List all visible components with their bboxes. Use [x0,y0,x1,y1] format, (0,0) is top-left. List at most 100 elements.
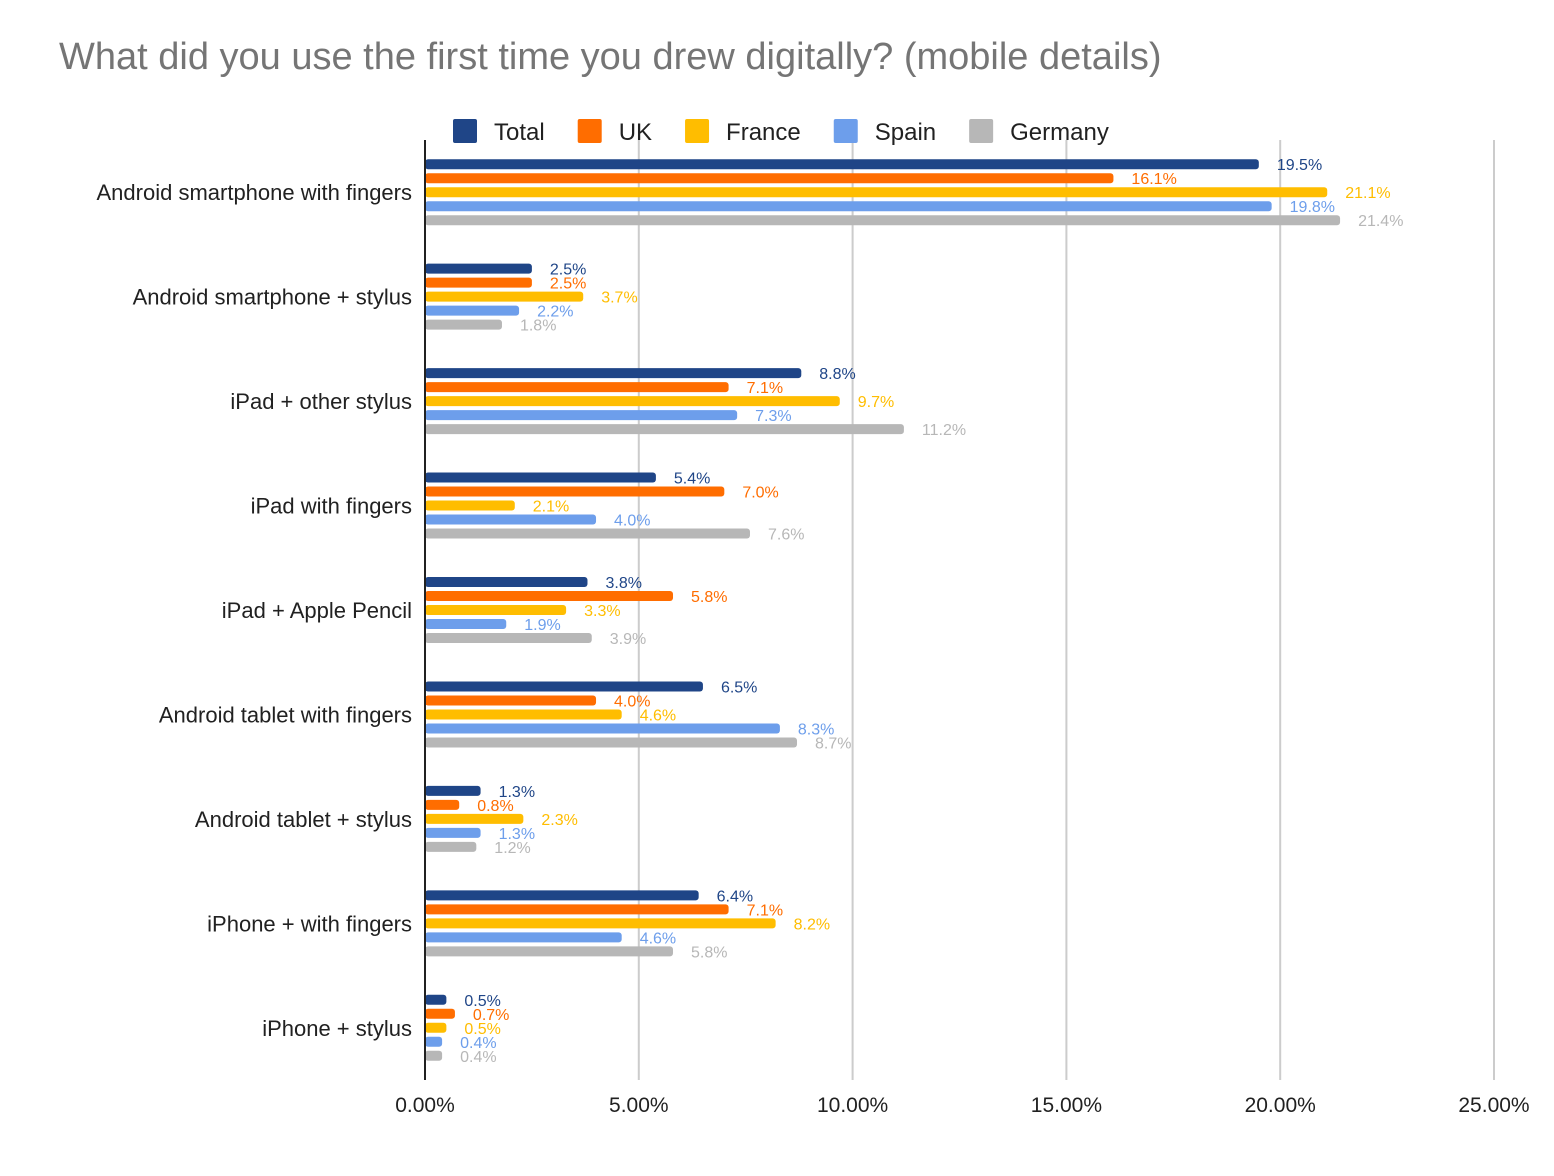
bar [425,904,729,915]
data-label: 5.8% [691,944,727,961]
data-label: 1.9% [524,617,560,634]
category-label: iPad + other stylus [230,389,412,414]
bar [425,681,703,692]
bar [425,263,532,274]
bar [425,424,904,435]
x-tick-label: 0.00% [395,1094,455,1117]
axes: 0.00% 5.00% 10.00% 15.00% 20.00% 25.00% Androi… [97,140,1530,1117]
bar [425,932,622,943]
legend-swatch [969,119,994,143]
bar [425,890,699,901]
bar [425,215,1341,226]
bar [425,695,597,706]
data-label: 0.7% [473,1007,509,1024]
data-label: 3.9% [610,631,646,648]
x-tick-label: 10.00% [817,1094,888,1117]
bar [425,500,515,511]
data-label: 7.6% [768,527,804,544]
bar [425,633,592,643]
data-label: 0.4% [460,1035,496,1052]
data-label: 19.8% [1290,199,1335,216]
bar [425,591,674,601]
bar [425,709,622,720]
data-label: 4.6% [640,707,676,724]
legend-swatch [577,119,602,143]
data-label: 7.3% [755,408,791,425]
data-label: 4.6% [640,930,676,947]
category-label: Android smartphone + stylus [133,285,412,310]
legend-swatch [453,119,477,143]
data-label: 3.8% [605,575,641,592]
category-label: iPad with fingers [251,494,412,519]
bar [425,291,584,302]
bar [425,785,481,796]
data-label: 11.2% [922,422,966,439]
legend-swatch [685,119,710,143]
bar [425,918,776,929]
data-label: 19.5% [1277,157,1322,174]
data-label: 0.4% [460,1049,496,1066]
x-tick-label: 5.00% [609,1094,669,1117]
category-label: Android tablet with fingers [159,702,412,727]
bar [425,813,524,824]
grid-lines [637,140,1495,1080]
x-tick-label: 20.00% [1245,1094,1316,1117]
data-label: 1.8% [520,318,556,335]
data-label: 8.7% [815,735,851,752]
bar [425,159,1259,170]
data-label: 3.3% [584,603,620,620]
x-tick-label: 25.00% [1458,1094,1529,1117]
data-label: 21.4% [1358,213,1403,230]
data-label: 7.0% [742,485,778,502]
category-label: iPad + Apple Pencil [222,598,412,623]
legend-label: Germany [1010,119,1109,146]
data-label: 8.8% [819,366,855,383]
bar [425,382,729,393]
bar [425,319,502,330]
data-label: 1.3% [499,784,535,801]
data-label: 1.2% [494,840,530,857]
data-label: 0.5% [464,993,500,1010]
bar [425,528,750,539]
bar [425,737,798,748]
bar [425,368,802,379]
legend-label: UK [619,119,652,146]
bar [425,577,588,587]
data-label: 1.3% [499,826,535,843]
category-label: iPhone + stylus [262,1016,412,1041]
data-label: 8.3% [798,721,834,738]
data-label: 2.5% [550,276,586,293]
legend-label: Total [494,119,545,146]
bar [425,277,532,288]
category-label: Android tablet + stylus [195,807,412,832]
data-label: 4.0% [614,513,650,530]
bar [425,486,725,497]
data-label: 5.4% [674,471,710,488]
bar [425,841,477,852]
category-label: iPhone + with fingers [207,911,412,936]
bar [425,723,780,734]
bar [425,1008,455,1019]
bar [425,396,840,407]
data-label: 7.1% [747,380,783,397]
data-label: 2.3% [541,812,577,829]
data-label: 16.1% [1131,171,1176,188]
bar [425,946,674,957]
bar [425,1036,443,1047]
bar [425,305,520,316]
bar [425,472,656,483]
bar [425,514,597,525]
bar [425,201,1272,212]
x-tick-label: 15.00% [1031,1094,1102,1117]
legend-label: Spain [875,119,936,146]
legend-label: France [726,119,801,146]
legend: Total UK France Spain Germany [453,119,1109,146]
bar [425,994,447,1005]
data-label: 2.2% [537,304,573,321]
data-label: 4.0% [614,693,650,710]
bar [425,187,1328,198]
data-label: 6.5% [721,679,757,696]
bar [425,173,1114,184]
bar [425,1050,443,1061]
